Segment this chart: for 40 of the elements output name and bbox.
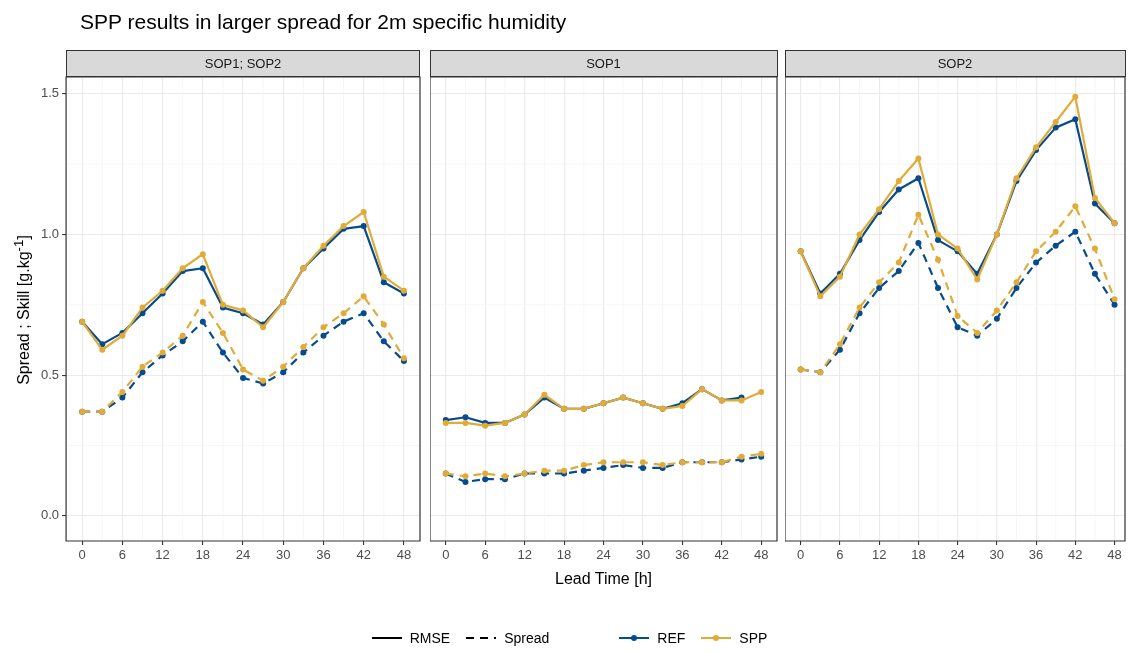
x-tick-label: 24 [950, 547, 965, 563]
x-axis-title: Lead Time [h] [555, 569, 652, 587]
legend-label: SPP [739, 630, 768, 646]
legend-label: REF [657, 630, 686, 646]
x-tick-label: 30 [989, 547, 1005, 563]
chart-subtitle: SOP1; SOP2 [65, 49, 421, 77]
x-tick-label: 18 [556, 547, 572, 563]
y-tick-label: 0.0 [40, 507, 60, 523]
text: Spread [504, 630, 550, 646]
chart-subtitle: SOP2 [784, 49, 1126, 77]
y-tick-label: 1.5 [40, 85, 60, 101]
x-tick-label: 6 [118, 547, 126, 563]
x-tick-label: 0 [797, 547, 805, 563]
x-tick-label: 24 [596, 547, 611, 563]
x-tick-label: 12 [155, 547, 170, 563]
x-tick-label: 42 [714, 547, 730, 563]
x-tick-label: 18 [195, 547, 211, 563]
x-tick-label: 42 [1068, 547, 1083, 563]
x-tick-label: 42 [356, 547, 371, 563]
x-tick-label: 12 [871, 547, 887, 563]
x-tick-label: 6 [836, 547, 844, 563]
y-tick-label: 0.5 [40, 366, 60, 382]
x-tick-label: 6 [481, 547, 489, 563]
x-tick-label: 48 [1107, 547, 1122, 563]
x-tick-label: 48 [396, 547, 412, 563]
chart-subtitle: SOP1 [429, 49, 778, 77]
x-tick-label: 0 [442, 547, 450, 563]
y-tick-label: 1.0 [40, 226, 60, 242]
x-tick-label: 0 [78, 547, 86, 563]
x-tick-label: 18 [911, 547, 926, 563]
x-tick-label: 36 [1028, 547, 1044, 563]
x-tick-label: 24 [235, 547, 251, 563]
x-tick-label: 30 [276, 547, 291, 563]
text: RMSE [409, 630, 451, 646]
chart-title: SPP results in larger spread for 2m specific humidity [80, 10, 567, 34]
x-tick-label: 36 [316, 547, 331, 563]
x-tick-label: 12 [517, 547, 532, 563]
x-tick-label: 48 [753, 547, 769, 563]
x-tick-label: 36 [675, 547, 690, 563]
x-tick-label: 30 [635, 547, 651, 563]
